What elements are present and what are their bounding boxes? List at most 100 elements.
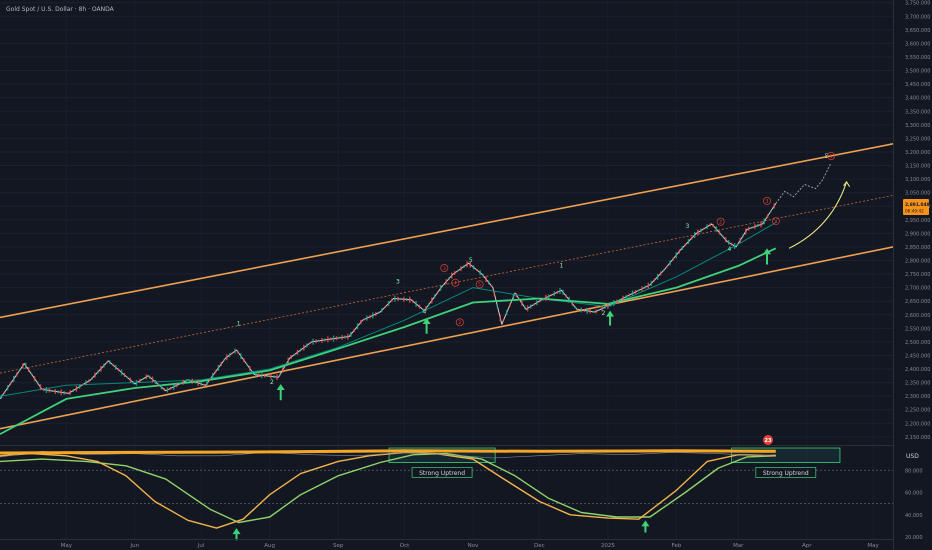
- series-projection[interactable]: [775, 162, 832, 204]
- indicator-tick-label: 60.000: [905, 491, 923, 497]
- price-candle: [231, 352, 234, 355]
- price-candle: [509, 303, 511, 307]
- price-candle: [542, 297, 544, 301]
- price-candle: [406, 298, 408, 301]
- price-tick-label: 2,350.000: [905, 381, 930, 387]
- price-tick-label: 3,750.000: [905, 1, 930, 7]
- price-candle: [604, 305, 606, 309]
- price-candle: [482, 274, 484, 278]
- price-candle: [31, 373, 33, 376]
- price-candle: [687, 239, 690, 244]
- price-candle: [194, 380, 196, 384]
- price-candle: [515, 293, 518, 298]
- series-ma-slow[interactable]: [0, 247, 777, 435]
- price-candle: [757, 224, 759, 227]
- price-candle: [619, 298, 621, 301]
- series-price[interactable]: [0, 203, 777, 400]
- series-ma-fast[interactable]: [0, 222, 777, 397]
- time-scale[interactable]: May Jun Jul Aug Sep Oct Nov Dec 2025 Feb Mar Apr May: [61, 543, 880, 549]
- wave-label: 2: [270, 379, 274, 386]
- indicator-value-text: 23: [765, 438, 772, 444]
- price-candle: [126, 376, 129, 379]
- price-candle: [428, 303, 430, 307]
- time-tick-label: Jun: [130, 543, 140, 549]
- price-candle: [75, 385, 78, 392]
- price-tick-label: 2,200.000: [905, 421, 930, 427]
- time-tick-label: 2025: [601, 543, 615, 549]
- support-arrow-head: [422, 318, 431, 325]
- wave-label: 1: [560, 262, 564, 269]
- price-candle: [338, 336, 340, 339]
- price-candle: [422, 308, 424, 311]
- price-candle: [571, 301, 573, 306]
- time-tick-label: Sep: [333, 543, 344, 549]
- price-candle: [628, 293, 630, 297]
- price-candle: [616, 299, 618, 304]
- channel-upper-line[interactable]: [0, 143, 894, 319]
- strong-uptrend-label-box: [411, 467, 473, 478]
- price-candle: [742, 234, 744, 238]
- indicator-pane[interactable]: Strong Uptrend Strong Uptrend: [0, 447, 893, 541]
- price-tick-label: 3,300.000: [905, 123, 930, 129]
- price-candle: [344, 335, 346, 339]
- price-candle: [72, 389, 74, 392]
- price-candle: [360, 320, 362, 325]
- price-candle: [9, 381, 12, 385]
- price-candle: [751, 226, 753, 229]
- price-candle: [754, 224, 756, 230]
- wave-circle-label: 3: [766, 199, 769, 205]
- price-candle: [63, 390, 65, 395]
- time-tick-label: May: [61, 543, 73, 549]
- price-candle: [381, 308, 383, 313]
- price-candle: [736, 243, 739, 246]
- price-candle: [656, 273, 659, 280]
- price-candle: [3, 391, 6, 394]
- price-candle: [479, 270, 481, 276]
- price-candle: [766, 214, 769, 219]
- price-tick-label: 2,750.000: [905, 272, 930, 278]
- price-candle: [279, 373, 281, 376]
- price-candle: [476, 269, 478, 271]
- price-candle: [306, 343, 308, 348]
- price-candle: [536, 300, 538, 306]
- channel-lower-line[interactable]: [0, 246, 894, 430]
- price-candle: [330, 337, 332, 341]
- price-tick-label: 3,250.000: [905, 136, 930, 142]
- price-candle: [745, 228, 747, 235]
- price-candle: [653, 278, 656, 282]
- price-tick-label: 3,200.000: [905, 150, 930, 156]
- price-candle: [439, 285, 442, 291]
- price-candle: [387, 301, 390, 307]
- price-candle: [223, 359, 225, 362]
- price-candle: [103, 363, 105, 368]
- price-candle: [666, 265, 668, 268]
- price-candle: [445, 279, 447, 285]
- price-candle: [562, 289, 564, 295]
- price-tick-label: 3,650.000: [905, 28, 930, 34]
- price-candle: [463, 265, 465, 268]
- indicator-arrow-head: [641, 520, 650, 527]
- price-candle: [39, 384, 42, 391]
- price-candle: [106, 361, 108, 364]
- price-candle: [488, 280, 490, 285]
- time-tick-label: Apr: [802, 543, 812, 549]
- price-candle: [748, 226, 750, 231]
- price-candle: [276, 374, 278, 380]
- grid: [0, 2, 893, 438]
- price-candle: [182, 379, 184, 385]
- wave-circle: [716, 217, 725, 226]
- indicator-slow-line[interactable]: [0, 452, 776, 524]
- price-candle: [556, 290, 558, 294]
- indicator-fast-line[interactable]: [0, 451, 776, 529]
- price-candle: [282, 367, 284, 373]
- price-candle: [672, 257, 674, 261]
- price-pane[interactable]: 1 2 3 4 5 1 2 3 4 5 3 4 5 2 3 2 4 5: [0, 143, 894, 435]
- indicator-thick-line[interactable]: [0, 449, 776, 455]
- price-candle: [270, 373, 272, 379]
- price-candle: [173, 383, 175, 390]
- price-candle: [434, 294, 436, 299]
- price-candle: [553, 291, 555, 297]
- price-candle: [607, 302, 609, 309]
- indicator-scale[interactable]: 20.000 40.000 60.000 80.000: [905, 468, 923, 541]
